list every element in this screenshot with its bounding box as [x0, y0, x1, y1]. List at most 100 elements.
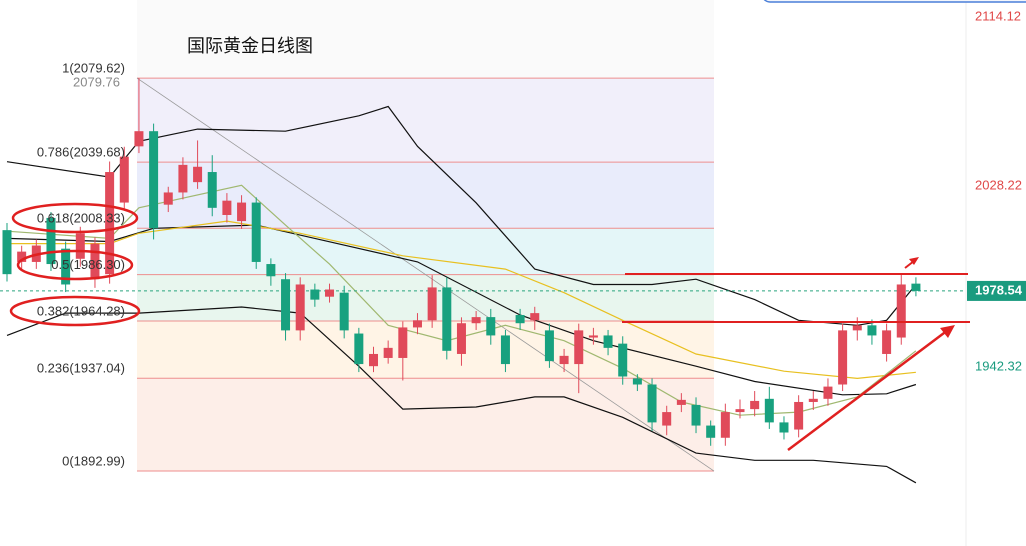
- candle-body: [427, 287, 437, 321]
- candle-body: [794, 401, 804, 430]
- candle-body: [823, 386, 833, 399]
- last-price-label: 1978.54: [975, 282, 1023, 297]
- candle-body: [354, 333, 364, 365]
- last-price-box: [967, 280, 1026, 301]
- candle-body: [544, 330, 554, 362]
- candle-body: [17, 251, 27, 262]
- candle-body: [867, 325, 877, 336]
- panel-top: [137, 0, 714, 80]
- candle-body: [691, 404, 701, 426]
- candle-body: [369, 353, 378, 367]
- candle-body: [838, 330, 848, 385]
- candle-body: [632, 378, 642, 385]
- top-control[interactable]: [762, 0, 1026, 3]
- arrow-head: [909, 257, 919, 265]
- candle-body: [149, 131, 159, 229]
- fib-label: 0.5(1986.30): [51, 257, 125, 272]
- fib-label: 1(2079.62): [62, 61, 125, 76]
- fib-label: 0.618(2008.33): [37, 211, 125, 226]
- y-tick-label: 1942.32: [975, 359, 1022, 374]
- candle-body: [456, 323, 466, 354]
- candle-body: [852, 325, 862, 331]
- background-layer: [137, 0, 1026, 546]
- trend-arrow: [787, 329, 949, 451]
- highlight-ellipse: [11, 202, 139, 234]
- candle-body: [207, 172, 217, 208]
- fib-zone: [137, 378, 714, 472]
- highlight-ellipse: [16, 249, 134, 281]
- candle-body: [442, 287, 452, 351]
- candle-body: [486, 317, 496, 336]
- candle-body: [500, 335, 510, 365]
- candle-body: [882, 330, 892, 354]
- candle-layer: [2, 78, 921, 446]
- fib-label: 0.382(1964.28): [37, 303, 125, 318]
- candle-body: [779, 422, 789, 433]
- overlay-line: [7, 220, 916, 380]
- fib-zone: [137, 274, 714, 321]
- candle-body: [178, 164, 188, 193]
- candle-body: [266, 264, 276, 277]
- candle-body: [222, 200, 232, 215]
- candle-body: [574, 330, 584, 365]
- candle-body: [295, 284, 305, 331]
- candle-body: [412, 320, 422, 328]
- candle-body: [105, 172, 115, 275]
- fib-zone: [137, 162, 714, 229]
- fib-label: 0.786(2039.68): [37, 145, 125, 160]
- candle-body: [281, 279, 291, 331]
- fib-zone: [137, 320, 714, 379]
- candle-body: [61, 248, 71, 285]
- candle-body: [75, 233, 85, 259]
- fib-diagonal: [136, 77, 715, 472]
- candle-body: [46, 217, 56, 265]
- candle-body: [911, 283, 921, 291]
- fib-top-price: 2079.76: [73, 75, 120, 90]
- fib-zones: [136, 77, 715, 472]
- candle-body: [325, 289, 335, 297]
- overlay-line: [6, 306, 917, 484]
- candle-body: [662, 412, 672, 426]
- candle-body: [764, 398, 774, 423]
- fib-label: 0(1892.99): [62, 453, 125, 468]
- y-tick-label: 2028.22: [975, 178, 1022, 193]
- label-layer: 国际黄金日线图 1(2079.62) 0.786(2039.68) 0.618(20…: [37, 8, 1026, 468]
- candle-body: [310, 289, 320, 300]
- candle-body: [896, 284, 906, 338]
- candle-body: [647, 384, 657, 423]
- candle-body: [251, 202, 261, 262]
- candle-body: [90, 243, 100, 280]
- candle-body: [193, 166, 203, 183]
- candle-body: [398, 327, 408, 358]
- fib-label: 0.236(1937.04): [37, 361, 125, 376]
- chart-title: 国际黄金日线图: [187, 36, 313, 56]
- candle-body: [706, 425, 716, 438]
- candle-body: [618, 343, 628, 377]
- candle-body: [808, 398, 818, 402]
- candle-body: [588, 335, 598, 338]
- candle-body: [750, 400, 760, 410]
- annotations: [9, 202, 970, 451]
- highlight-ellipse: [9, 295, 141, 327]
- y-tick-label: 2114.12: [975, 8, 1021, 23]
- fib-zone: [137, 78, 714, 163]
- candle-body: [163, 192, 173, 205]
- fib-zone: [137, 228, 714, 275]
- candle-body: [383, 347, 393, 358]
- arrow-head: [940, 325, 955, 338]
- candle-body: [515, 315, 525, 324]
- candle-body: [559, 355, 569, 365]
- candle-body: [134, 131, 144, 147]
- candle-body: [471, 317, 481, 324]
- candle-body: [530, 313, 540, 321]
- candle-body: [603, 335, 613, 348]
- candle-body: [676, 399, 686, 405]
- candle-body: [119, 156, 129, 203]
- candle-body: [2, 230, 12, 275]
- candle-body: [720, 412, 730, 438]
- candle-body: [735, 409, 745, 413]
- candle-body: [237, 202, 247, 222]
- candle-body: [339, 292, 349, 331]
